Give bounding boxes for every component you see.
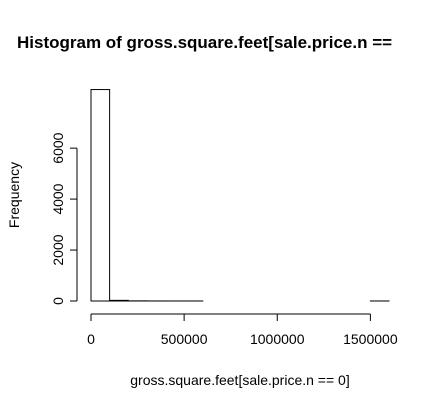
x-tick-label-0: 0 (87, 331, 95, 347)
histogram-bar-1 (109, 299, 129, 302)
y-axis: 0 2000 4000 6000 (50, 132, 78, 305)
y-tick-label-1: 2000 (50, 234, 66, 265)
bars-group (90, 89, 390, 302)
y-tick-label-3: 6000 (50, 132, 66, 163)
x-axis: 0 500000 1000000 1500000 (87, 313, 398, 347)
x-tick-label-1: 500000 (161, 331, 208, 347)
chart-title: Histogram of gross.square.feet[sale.pric… (17, 33, 392, 52)
x-tick-label-3: 1500000 (343, 331, 398, 347)
histogram-bar-0 (90, 89, 111, 302)
y-tick-label-2: 4000 (50, 183, 66, 214)
x-axis-label: gross.square.feet[sale.price.n == 0] (130, 372, 349, 388)
x-tick-label-2: 1000000 (250, 331, 305, 347)
y-axis-label: Frequency (6, 162, 22, 228)
y-tick-label-0: 0 (50, 297, 66, 305)
